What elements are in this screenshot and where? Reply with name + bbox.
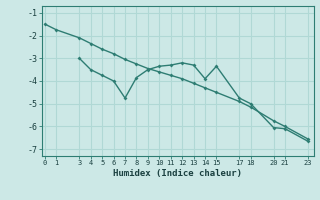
X-axis label: Humidex (Indice chaleur): Humidex (Indice chaleur): [113, 169, 242, 178]
